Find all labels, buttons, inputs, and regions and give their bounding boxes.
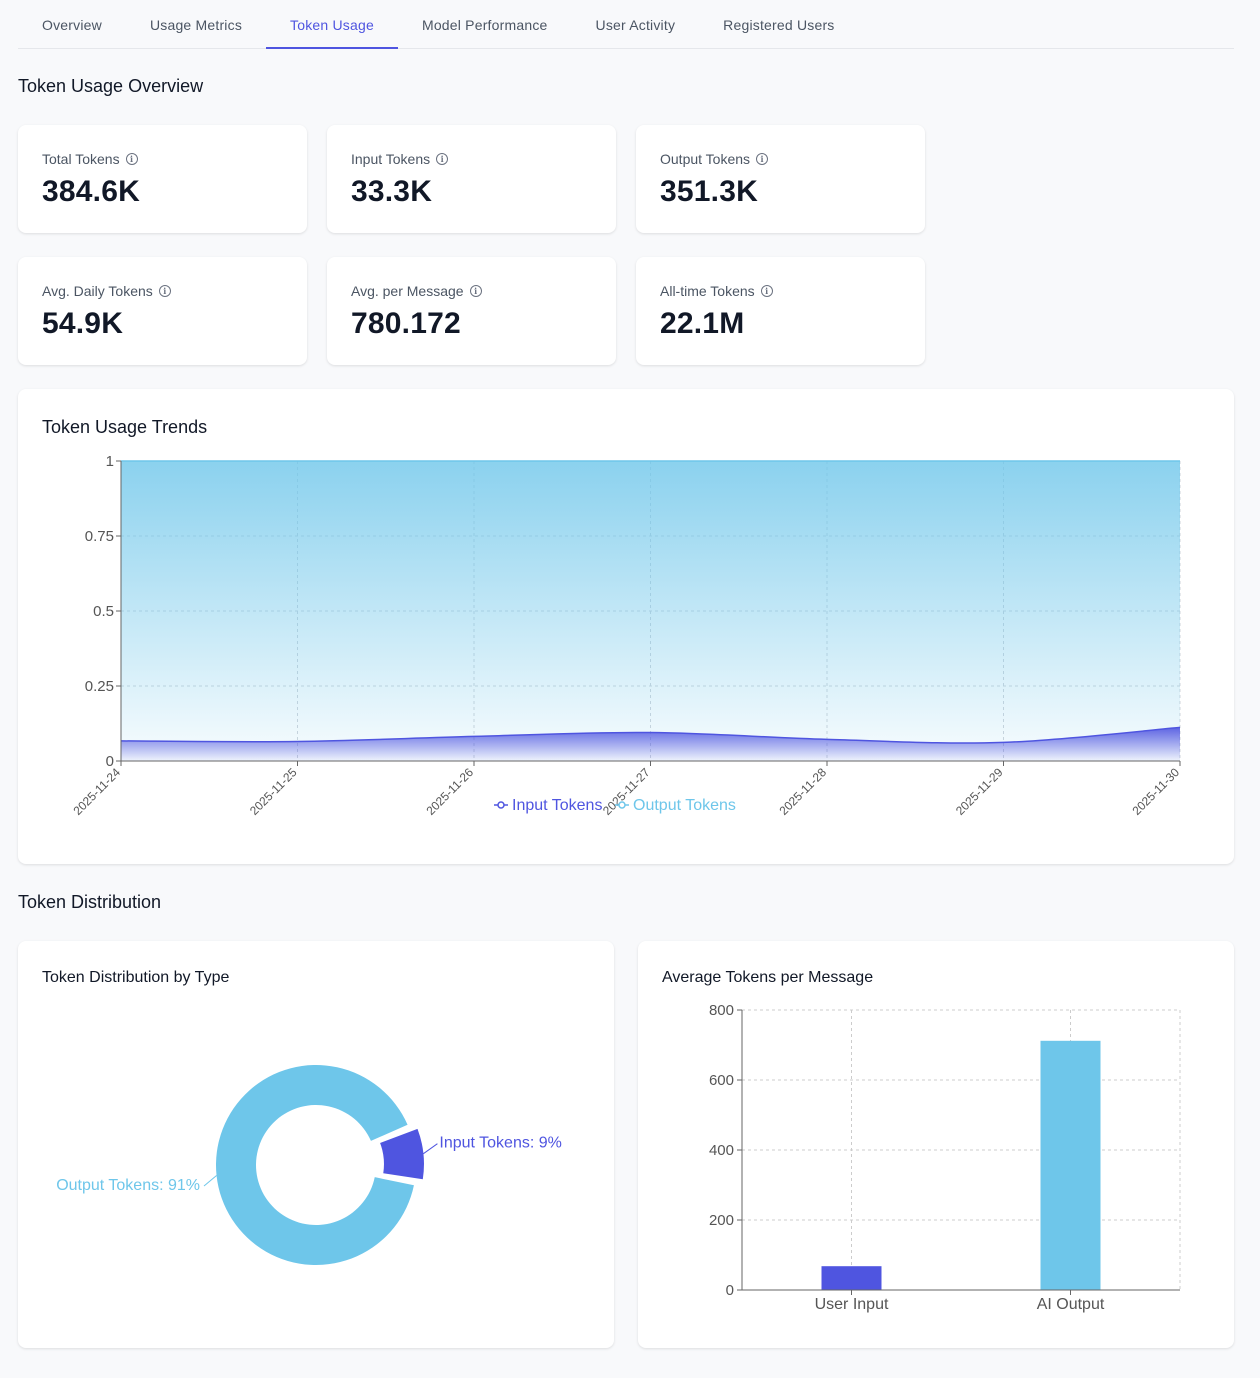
section-title-distribution: Token Distribution	[18, 892, 162, 912]
stat-label: Avg. per Message i	[351, 283, 482, 299]
tab-model-performance[interactable]: Model Performance	[421, 17, 548, 33]
y-tick-label: 0.5	[93, 603, 114, 620]
stat-label-text: Total Tokens	[42, 151, 120, 167]
donut-slice-output-tokens	[215, 1065, 414, 1265]
bar-ai-output	[1040, 1040, 1101, 1290]
tab-token-usage[interactable]: Token Usage	[266, 0, 398, 49]
info-icon[interactable]: i	[158, 285, 171, 297]
stat-value: 33.3K	[351, 175, 433, 208]
token-type-donut-chart: Input Tokens: 9% Output Tokens: 91%	[56, 1065, 562, 1265]
donut-leader-line	[423, 1143, 438, 1155]
stat-label: Output Tokens i	[660, 151, 769, 167]
info-icon[interactable]: i	[756, 153, 769, 165]
x-tick-label: 2025-11-25	[247, 765, 300, 818]
stat-label-text: Avg. per Message	[351, 283, 464, 299]
y-tick-label: 1	[106, 453, 114, 470]
stat-label: Total Tokens i	[42, 151, 138, 167]
y-tick-label: 0.25	[85, 678, 114, 695]
stat-card-avg-per-message: Avg. per Message i 780.172	[327, 257, 616, 365]
legend-output-dot	[618, 801, 626, 809]
stat-label: All-time Tokens i	[660, 283, 773, 299]
stat-value: 22.1M	[660, 307, 745, 340]
token-trends-card: Token Usage Trends 0 0.25 0.5 0.75 1 2025-11-…	[18, 389, 1234, 864]
y-tick-label: 0	[726, 1282, 734, 1299]
donut-slice-input-tokens	[380, 1128, 424, 1180]
legend-output-label: Output Tokens	[633, 797, 736, 814]
tab-user-activity[interactable]: User Activity	[595, 17, 676, 33]
donut-slice-label: Output Tokens: 91%	[56, 1177, 200, 1194]
input-tokens-line	[120, 726, 1181, 744]
info-icon[interactable]: i	[436, 153, 449, 165]
bar-user-input	[821, 1266, 882, 1290]
stat-card-all-time-tokens: All-time Tokens i 22.1M	[636, 257, 925, 365]
stat-value: 780.172	[351, 307, 461, 340]
y-tick-label: 800	[709, 1002, 734, 1019]
stat-value: 384.6K	[42, 175, 140, 208]
avg-tokens-title: Average Tokens per Message	[662, 969, 874, 986]
y-tick-label: 0	[106, 753, 114, 770]
chart-legend: Input Tokens Output Tokens	[494, 797, 736, 814]
tab-registered-users[interactable]: Registered Users	[723, 17, 835, 33]
y-tick-label: 200	[709, 1212, 734, 1229]
tab-usage-metrics[interactable]: Usage Metrics	[149, 17, 243, 33]
x-tick-label: 2025-11-26	[423, 765, 476, 818]
section-title-overview: Token Usage Overview	[18, 76, 204, 96]
x-tick-label: User Input	[815, 1296, 889, 1313]
tab-bar: Overview Usage Metrics Token Usage Model Pe…	[18, 0, 1234, 49]
y-tick-label: 400	[709, 1142, 734, 1159]
input-tokens-area	[121, 727, 1180, 761]
stat-label: Input Tokens i	[351, 151, 449, 167]
stat-label-text: All-time Tokens	[660, 283, 755, 299]
info-icon[interactable]: i	[125, 153, 138, 165]
x-tick-label: 2025-11-24	[70, 765, 123, 818]
avg-tokens-bar-chart: 0 200 400 600 800 User Input AI Output	[709, 1002, 1181, 1313]
stat-value: 54.9K	[42, 307, 124, 340]
x-tick-label: 2025-11-28	[776, 765, 829, 818]
donut-slice-label: Input Tokens: 9%	[439, 1135, 561, 1152]
trends-title: Token Usage Trends	[42, 417, 208, 437]
stat-card-input-tokens: Input Tokens i 33.3K	[327, 125, 616, 233]
stat-label: Avg. Daily Tokens i	[42, 283, 171, 299]
x-tick-label: 2025-11-29	[953, 765, 1006, 818]
x-tick-label: 2025-11-30	[1129, 765, 1182, 818]
info-icon[interactable]: i	[469, 285, 482, 297]
tab-overview[interactable]: Overview	[42, 17, 102, 33]
x-tick-label: AI Output	[1037, 1296, 1105, 1313]
stat-label-text: Output Tokens	[660, 151, 751, 167]
stat-card-output-tokens: Output Tokens i 351.3K	[636, 125, 925, 233]
stat-card-total-tokens: Total Tokens i 384.6K	[18, 125, 307, 233]
distribution-by-type-card: Token Distribution by Type Input Tokens:…	[18, 941, 614, 1348]
stat-label-text: Avg. Daily Tokens	[42, 283, 153, 299]
legend-input-dot	[497, 801, 505, 809]
distribution-by-type-title: Token Distribution by Type	[42, 969, 230, 986]
y-tick-label: 0.75	[85, 528, 114, 545]
avg-tokens-card: Average Tokens per Message 0 200 400 600 800…	[638, 941, 1234, 1348]
stat-card-avg-daily-tokens: Avg. Daily Tokens i 54.9K	[18, 257, 307, 365]
token-trends-chart: 0 0.25 0.5 0.75 1 2025-11-24 2025-11-25 2025-11…	[70, 453, 1182, 818]
output-tokens-area	[121, 461, 1180, 761]
y-tick-label: 600	[709, 1072, 734, 1089]
donut-leader-line	[203, 1175, 217, 1187]
legend-input-label: Input Tokens	[512, 797, 602, 814]
info-icon[interactable]: i	[760, 285, 773, 297]
stat-label-text: Input Tokens	[351, 151, 431, 167]
stat-value: 351.3K	[660, 175, 758, 208]
